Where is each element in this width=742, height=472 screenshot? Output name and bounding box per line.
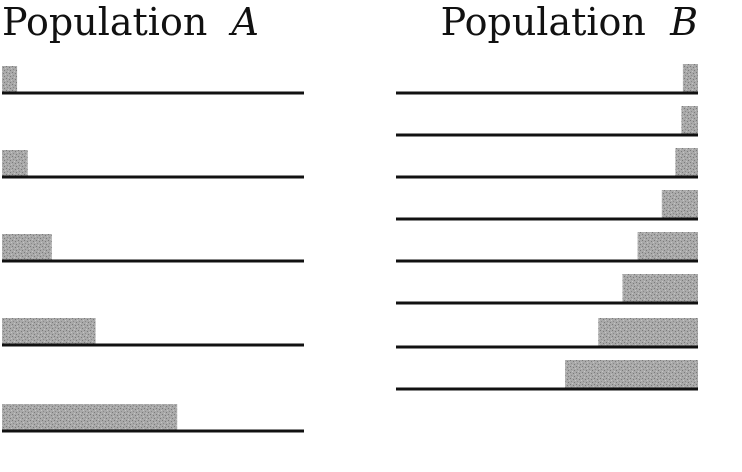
population-b-bar-4 [661,190,698,218]
population-a-label: Population [2,0,208,44]
population-b-bar-7 [598,318,698,346]
population-b-bar-3 [675,148,698,176]
population-a-bars [2,66,304,433]
population-a-letter: A [231,0,259,44]
population-b-label: Population [440,0,646,44]
population-b-bar-5 [637,232,698,260]
population-a-title: Population A [2,0,259,44]
population-b-bar-8 [565,360,698,388]
population-b-bar-6 [622,274,698,302]
population-b-title: Population B [440,0,698,44]
population-b-bars [396,64,698,391]
population-b-bar-1 [682,64,698,92]
population-b-bar-2 [681,106,698,134]
population-a-bar-2 [2,150,28,176]
population-a-bar-4 [2,318,96,344]
population-a-bar-1 [2,66,18,92]
population-a-bar-5 [2,404,178,430]
population-a-bar-3 [2,234,52,260]
population-b-letter: B [670,0,698,44]
